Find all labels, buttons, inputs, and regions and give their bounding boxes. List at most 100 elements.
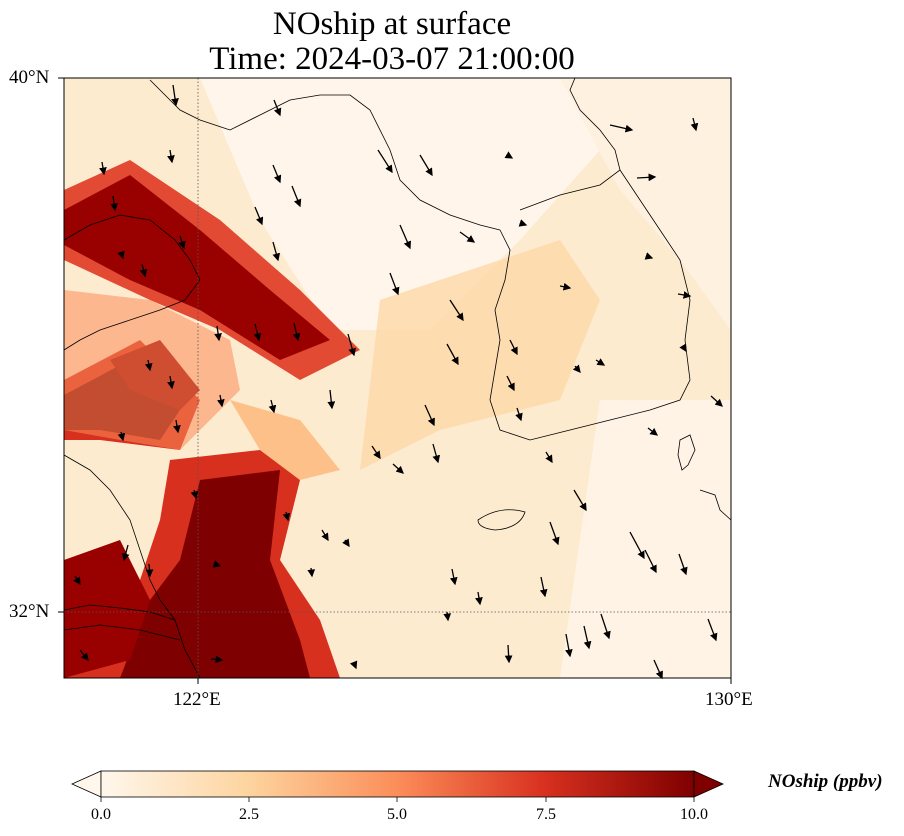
wind-arrow [110, 195, 118, 212]
wind-arrow [573, 489, 587, 512]
lon-label-122e: 122°E [173, 689, 221, 710]
wind-arrow [253, 323, 262, 342]
wind-arrow [443, 611, 452, 622]
lon-label-130e: 130°E [705, 689, 753, 710]
wind-arrow [210, 655, 224, 664]
wind-arrow [449, 568, 458, 586]
wind-arrow [504, 151, 514, 159]
wind-arrow [600, 613, 611, 640]
wind-arrow [292, 322, 301, 342]
wind-arrow [653, 659, 663, 680]
colorbar-label: NOship (ppbv) [768, 771, 883, 792]
colorbar [71, 770, 724, 802]
wind-arrow [399, 224, 411, 250]
wind-arrow [291, 185, 302, 208]
wind-arrow [644, 252, 654, 260]
wind-arrow [647, 427, 659, 436]
wind-arrow [679, 343, 687, 353]
gridlines [64, 78, 731, 678]
wind-arrow [459, 231, 476, 243]
wind-arrow [515, 407, 523, 422]
wind-arrow [371, 445, 381, 460]
wind-arrow [595, 358, 606, 366]
wind-arrow [144, 359, 153, 372]
wind-arrow [583, 625, 592, 650]
wind-arrow [389, 272, 400, 296]
plot-subtitle-time: Time: 2024-03-07 21:00:00 [209, 41, 575, 77]
colorbar-min-extend [71, 770, 102, 798]
colorbar-tick-label: 0.0 [91, 806, 111, 823]
wind-arrow [565, 633, 573, 658]
wind-arrow [272, 241, 281, 262]
wind-arrow [504, 644, 513, 664]
wind-arrow [167, 375, 175, 390]
wind-arrow [518, 219, 528, 227]
wind-arrow [539, 576, 548, 598]
wind-arrow [446, 343, 459, 366]
wind-arrow [273, 99, 282, 117]
wind-arrow [217, 394, 225, 408]
wind-arrow [167, 149, 175, 164]
wind-arrow [272, 164, 282, 184]
wind-arrow [117, 250, 125, 260]
wind-arrow [254, 206, 264, 226]
wind-arrow [707, 618, 718, 642]
wind-arrow [307, 567, 316, 578]
wind-arrow [572, 364, 581, 373]
wind-arrow [678, 553, 688, 576]
wind-arrow [419, 154, 433, 177]
wind-arrow [609, 124, 634, 133]
wind-arrow [377, 149, 393, 174]
wind-arrow [644, 549, 657, 574]
wind-arrow [121, 544, 130, 562]
wind-arrow [432, 443, 441, 464]
lat-label-40n: 40°N [9, 67, 50, 88]
colorbar-max-extend [693, 770, 724, 798]
wind-arrow [424, 404, 435, 427]
map-frame [63, 77, 732, 679]
coastlines [64, 78, 731, 678]
wind-arrow [710, 395, 723, 407]
colorbar-gradient [100, 770, 695, 798]
wind-arrow [73, 575, 81, 586]
wind-arrow [636, 173, 657, 182]
wind-arrow [549, 521, 560, 546]
wind-arrow [629, 531, 645, 560]
wind-arrow [449, 299, 464, 322]
wind-arrow [475, 591, 483, 606]
wind-vector-field [73, 84, 723, 680]
wind-arrow [690, 117, 699, 132]
wind-arrow [117, 431, 126, 442]
wind-arrow [677, 291, 692, 299]
wind-arrow [139, 263, 148, 278]
wind-arrow [99, 161, 107, 176]
wind-arrow [509, 339, 518, 356]
colorbar-tick-label: 5.0 [387, 806, 407, 823]
axis-ticks [58, 77, 732, 684]
wind-arrow [171, 84, 179, 107]
plot-title: NOship at surface [272, 6, 512, 42]
wind-arrow [190, 489, 199, 500]
concentration-field [64, 78, 731, 678]
wind-arrow [282, 511, 291, 522]
wind-arrow [145, 563, 154, 578]
lat-label-32n: 32°N [9, 601, 50, 622]
wind-arrow [321, 529, 329, 542]
wind-arrow [349, 660, 358, 670]
wind-arrow [506, 375, 515, 392]
wind-arrow [559, 282, 572, 291]
wind-arrow [212, 560, 222, 568]
colorbar-tick-label: 7.5 [536, 806, 556, 823]
wind-arrow [79, 649, 89, 662]
wind-arrow [545, 451, 553, 464]
wind-arrow [342, 538, 350, 548]
wind-arrow [173, 419, 181, 434]
wind-arrow [392, 463, 404, 474]
wind-arrow [347, 333, 356, 357]
wind-arrow [178, 235, 186, 250]
wind-arrow [214, 325, 222, 342]
colorbar-tick-label: 10.0 [680, 806, 708, 823]
wind-arrow [327, 389, 336, 410]
wind-arrow [268, 399, 277, 414]
